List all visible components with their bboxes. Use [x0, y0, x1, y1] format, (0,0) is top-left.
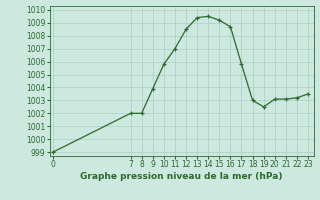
X-axis label: Graphe pression niveau de la mer (hPa): Graphe pression niveau de la mer (hPa) — [80, 172, 283, 181]
